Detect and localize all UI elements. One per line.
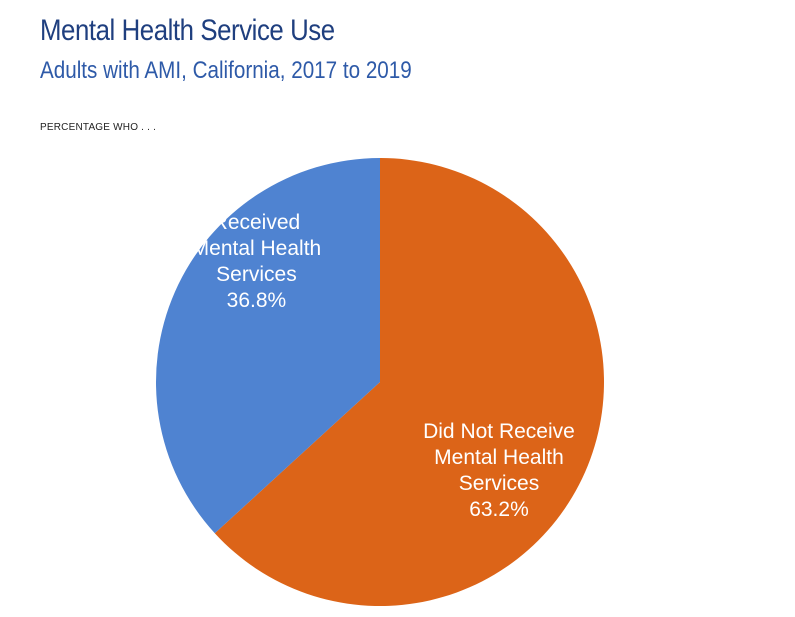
pie-slice-did-not-receive [214, 158, 604, 606]
slice-label-received: Received Mental Health Services 36.8% [192, 210, 322, 314]
chart-subtitle: Adults with AMI, California, 2017 to 201… [40, 57, 412, 84]
slice-label-line: Received [212, 210, 301, 234]
chart-caption: PERCENTAGE WHO . . . [40, 122, 157, 133]
slice-label-line: Did Not Receive [423, 420, 575, 444]
slice-value-label: 63.2% [469, 498, 529, 522]
chart-title: Mental Health Service Use [40, 14, 335, 47]
pie-slice-received [155, 158, 380, 534]
slice-value-label: 36.8% [226, 288, 287, 312]
slice-label-line: Services [458, 472, 540, 496]
slice-label-line: Mental Health [191, 236, 322, 260]
slice-label-line: Services [216, 262, 297, 286]
slice-label-did-not-receive: Did Not Receive Mental Health Services 6… [423, 419, 575, 523]
slice-label-line: Mental Health [434, 446, 564, 470]
